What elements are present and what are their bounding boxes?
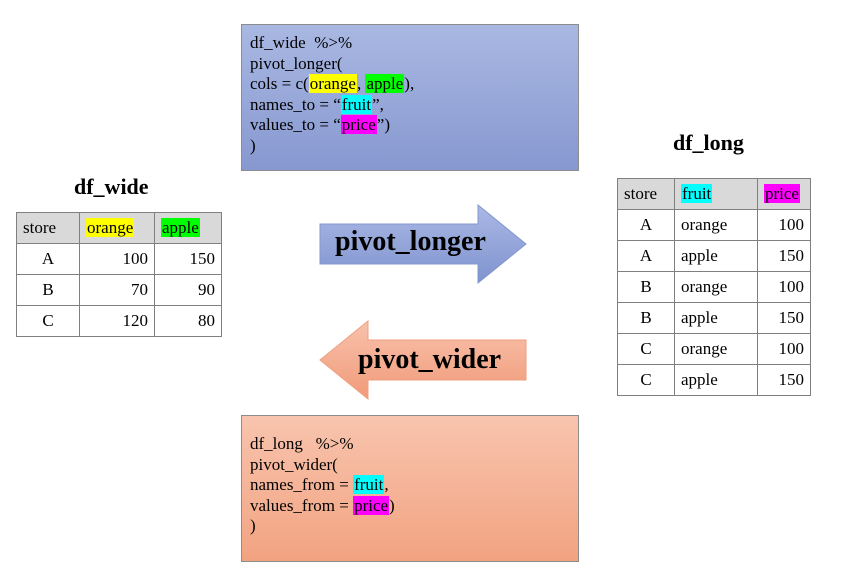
table-cell: A <box>617 209 675 241</box>
table-cell: 100 <box>757 271 811 303</box>
code-line: df_long %>% <box>250 434 570 455</box>
code-text: pivot_wider( <box>250 454 338 474</box>
highlight-orange: orange <box>308 74 357 93</box>
column-header-price: price <box>757 178 811 210</box>
table-cell: orange <box>674 271 758 303</box>
table-cell: apple <box>674 240 758 272</box>
table-row: B apple 150 <box>617 302 811 334</box>
code-line: df_wide %>% <box>250 33 570 54</box>
pivot-longer-code-box: df_wide %>% pivot_longer( cols = c(orang… <box>241 24 579 171</box>
highlight-fruit: fruit <box>340 94 373 114</box>
column-header-apple: apple <box>154 212 222 244</box>
highlight-price: price <box>353 495 390 515</box>
code-text: , <box>384 475 389 494</box>
left-arrow-icon <box>319 320 527 400</box>
code-line: values_to = “price”) <box>250 115 570 136</box>
table-cell: B <box>16 274 80 306</box>
code-text: , <box>356 74 366 93</box>
code-text: df_long %>% <box>250 434 354 453</box>
code-line: cols = c(orange, apple), <box>250 74 570 95</box>
code-line: values_from = price) <box>250 495 570 517</box>
code-text: ) <box>250 135 256 155</box>
table-cell: 70 <box>79 274 155 306</box>
pivot-longer-label: pivot_longer <box>335 226 486 257</box>
table-cell: C <box>617 364 675 396</box>
code-text: values_to = “ <box>250 115 341 134</box>
table-row: A 100 150 <box>16 243 222 275</box>
table-cell: 90 <box>154 274 222 306</box>
code-text: names_to = “ <box>250 94 341 114</box>
code-text: values_from = <box>250 495 354 515</box>
table-cell: B <box>617 302 675 334</box>
code-line: pivot_longer( <box>250 54 570 75</box>
column-header-store: store <box>16 212 80 244</box>
table-cell: 80 <box>154 305 222 337</box>
table-cell: 100 <box>757 333 811 365</box>
highlight-price: price <box>340 115 377 134</box>
code-line: ) <box>250 136 570 157</box>
code-line: ) <box>250 516 570 537</box>
table-cell: C <box>16 305 80 337</box>
code-text: cols = c( <box>250 74 309 93</box>
table-row: B 70 90 <box>16 274 222 306</box>
column-header-store: store <box>617 178 675 210</box>
table-header-row: store orange apple <box>16 212 222 244</box>
table-cell: B <box>617 271 675 303</box>
right-arrow-icon <box>319 204 527 284</box>
table-cell: A <box>617 240 675 272</box>
df-wide-table: store orange apple A 100 150 B 70 90 C 1… <box>16 212 222 337</box>
table-cell: 100 <box>757 209 811 241</box>
column-header-orange: orange <box>79 212 155 244</box>
table-cell: 100 <box>79 243 155 275</box>
table-cell: 150 <box>757 364 811 396</box>
table-cell: A <box>16 243 80 275</box>
code-line: names_to = “fruit”, <box>250 94 570 116</box>
table-cell: apple <box>674 302 758 334</box>
table-cell: orange <box>674 209 758 241</box>
table-cell: 150 <box>757 302 811 334</box>
table-cell: 150 <box>154 243 222 275</box>
table-cell: C <box>617 333 675 365</box>
column-header-fruit: fruit <box>674 178 758 210</box>
table-row: C 120 80 <box>16 305 222 337</box>
table-cell: apple <box>674 364 758 396</box>
code-text: ”, <box>372 94 384 114</box>
table-row: A apple 150 <box>617 240 811 272</box>
df-long-table: store fruit price A orange 100 A apple 1… <box>617 178 811 396</box>
table-header-row: store fruit price <box>617 178 811 210</box>
table-row: A orange 100 <box>617 209 811 241</box>
code-text: ), <box>404 74 415 93</box>
df-long-title: df_long <box>673 130 744 155</box>
pivot-wider-code-box: df_long %>% pivot_wider( names_from = fr… <box>241 415 579 562</box>
table-cell: orange <box>674 333 758 365</box>
code-text: df_wide %>% <box>250 33 353 52</box>
table-row: C orange 100 <box>617 333 811 365</box>
code-text: ) <box>250 516 256 535</box>
code-text: ) <box>389 495 395 515</box>
table-cell: 120 <box>79 305 155 337</box>
code-text: ”) <box>376 115 390 134</box>
table-row: C apple 150 <box>617 364 811 396</box>
pivot-wider-label: pivot_wider <box>358 344 502 375</box>
code-text: pivot_longer( <box>250 53 343 73</box>
highlight-fruit: fruit <box>353 475 385 494</box>
table-row: B orange 100 <box>617 271 811 303</box>
code-line: pivot_wider( <box>250 455 570 476</box>
df-wide-title: df_wide <box>74 174 149 199</box>
code-line: names_from = fruit, <box>250 475 570 496</box>
table-cell: 150 <box>757 240 811 272</box>
code-text: names_from = <box>250 475 354 494</box>
highlight-apple: apple <box>365 74 405 93</box>
